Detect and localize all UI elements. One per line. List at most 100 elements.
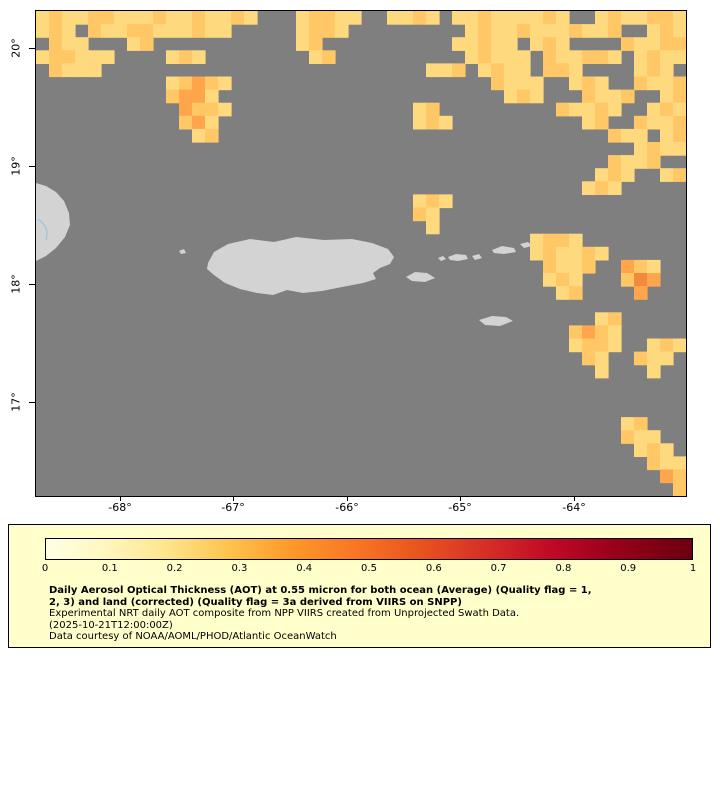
aot-cell (582, 259, 596, 274)
aot-cell (322, 50, 336, 64)
aot-cell (309, 11, 323, 25)
aot-cell (465, 37, 479, 51)
aot-cell (660, 76, 674, 91)
aot-cell (582, 325, 596, 340)
aot-cell (530, 24, 544, 38)
aot-cell (543, 37, 557, 51)
aot-cell (673, 456, 686, 471)
y-axis-label: 18° (9, 274, 23, 294)
st-thomas-island (448, 254, 468, 261)
y-axis-tick (29, 48, 35, 49)
aot-cell (439, 194, 453, 209)
aot-cell (166, 89, 180, 104)
aot-cell (491, 11, 505, 25)
aot-cell (595, 312, 609, 326)
aot-cell (452, 11, 466, 25)
colorbar-tick-label: 0.9 (620, 563, 637, 574)
aot-cell (166, 11, 180, 25)
aot-cell (296, 37, 310, 51)
aot-cell (465, 50, 479, 64)
legend-body-line: Experimental NRT daily AOT composite fro… (49, 608, 520, 619)
colorbar-tick-label: 0.4 (296, 563, 313, 574)
aot-cell (647, 37, 661, 51)
aot-cell (647, 11, 661, 25)
aot-cell (75, 11, 89, 25)
aot-cell (179, 76, 193, 91)
x-axis-tick (460, 496, 461, 501)
aot-cell (608, 11, 622, 25)
aot-cell (673, 115, 686, 130)
aot-cell (322, 11, 336, 25)
aot-cell (595, 325, 609, 340)
aot-cell (647, 155, 661, 169)
aot-cell (218, 11, 232, 25)
aot-cell (439, 63, 453, 78)
vieques-island (406, 272, 435, 282)
x-axis-label: -64° (562, 501, 586, 514)
aot-cell (309, 37, 323, 51)
aot-cell (192, 76, 206, 91)
y-axis-label: 20° (9, 38, 23, 58)
aot-cell (634, 63, 648, 78)
aot-cell (673, 469, 686, 484)
aot-cell (75, 37, 89, 51)
aot-cell (673, 338, 686, 353)
aot-cell (569, 286, 583, 300)
aot-cell (49, 37, 63, 51)
aot-cell (426, 63, 440, 78)
aot-cell (179, 115, 193, 130)
aot-cell (478, 50, 492, 64)
aot-cell (231, 11, 245, 25)
culebra-island (438, 256, 446, 261)
aot-cell (179, 102, 193, 117)
colorbar-tick-label: 0.1 (101, 563, 118, 574)
x-axis-tick (574, 496, 575, 501)
y-axis-tick (29, 166, 35, 167)
hispaniola-blue-line (37, 218, 48, 241)
aot-cell (543, 63, 557, 78)
aot-cell (426, 11, 440, 25)
aot-cell (179, 50, 193, 64)
aot-cell (426, 115, 440, 130)
aot-cell (673, 11, 686, 25)
puerto-rico-island (207, 237, 394, 295)
aot-cell (543, 233, 557, 248)
aot-cell (634, 417, 648, 431)
aot-cell (205, 102, 219, 117)
aot-cell (478, 37, 492, 51)
x-axis-tick (233, 496, 234, 501)
aot-cell (517, 11, 531, 25)
aot-cell (673, 482, 686, 496)
aot-cell (634, 351, 648, 366)
aot-cell (426, 207, 440, 222)
legend-title-line: 2, 3) and land (corrected) (Quality flag… (49, 596, 462, 608)
colorbar-tick-label: 0 (41, 563, 49, 574)
aot-cell (608, 89, 622, 104)
aot-cell (166, 24, 180, 38)
aot-cell (153, 24, 167, 38)
aot-cell (491, 63, 505, 78)
aot-cell (608, 181, 622, 195)
colorbar-tick-label: 0.7 (490, 563, 507, 574)
aot-cell (582, 76, 596, 91)
aot-cell (634, 286, 648, 300)
aot-cell (634, 155, 648, 169)
aot-cell (621, 430, 635, 444)
aot-cell (543, 24, 557, 38)
aot-cell (634, 273, 648, 287)
aot-cell (647, 63, 661, 78)
aot-cell (608, 50, 622, 64)
aot-cell (595, 115, 609, 130)
aot-cell (452, 63, 466, 78)
x-axis-label: -68° (108, 501, 132, 514)
aot-cell (192, 24, 206, 38)
legend-box: 0 0.1 0.2 0.3 0.4 0.5 0.6 0.7 0.8 0.9 1 Daily Aero… (8, 524, 711, 648)
aot-cell (569, 325, 583, 340)
legend-title-line: Daily Aerosol Optical Thickness (AOT) at… (49, 585, 592, 596)
aot-cell (595, 76, 609, 91)
aot-cell (88, 24, 102, 38)
aot-cell (101, 50, 115, 64)
aot-cell (621, 89, 635, 104)
aot-cell (491, 37, 505, 51)
aot-cell (543, 246, 557, 261)
